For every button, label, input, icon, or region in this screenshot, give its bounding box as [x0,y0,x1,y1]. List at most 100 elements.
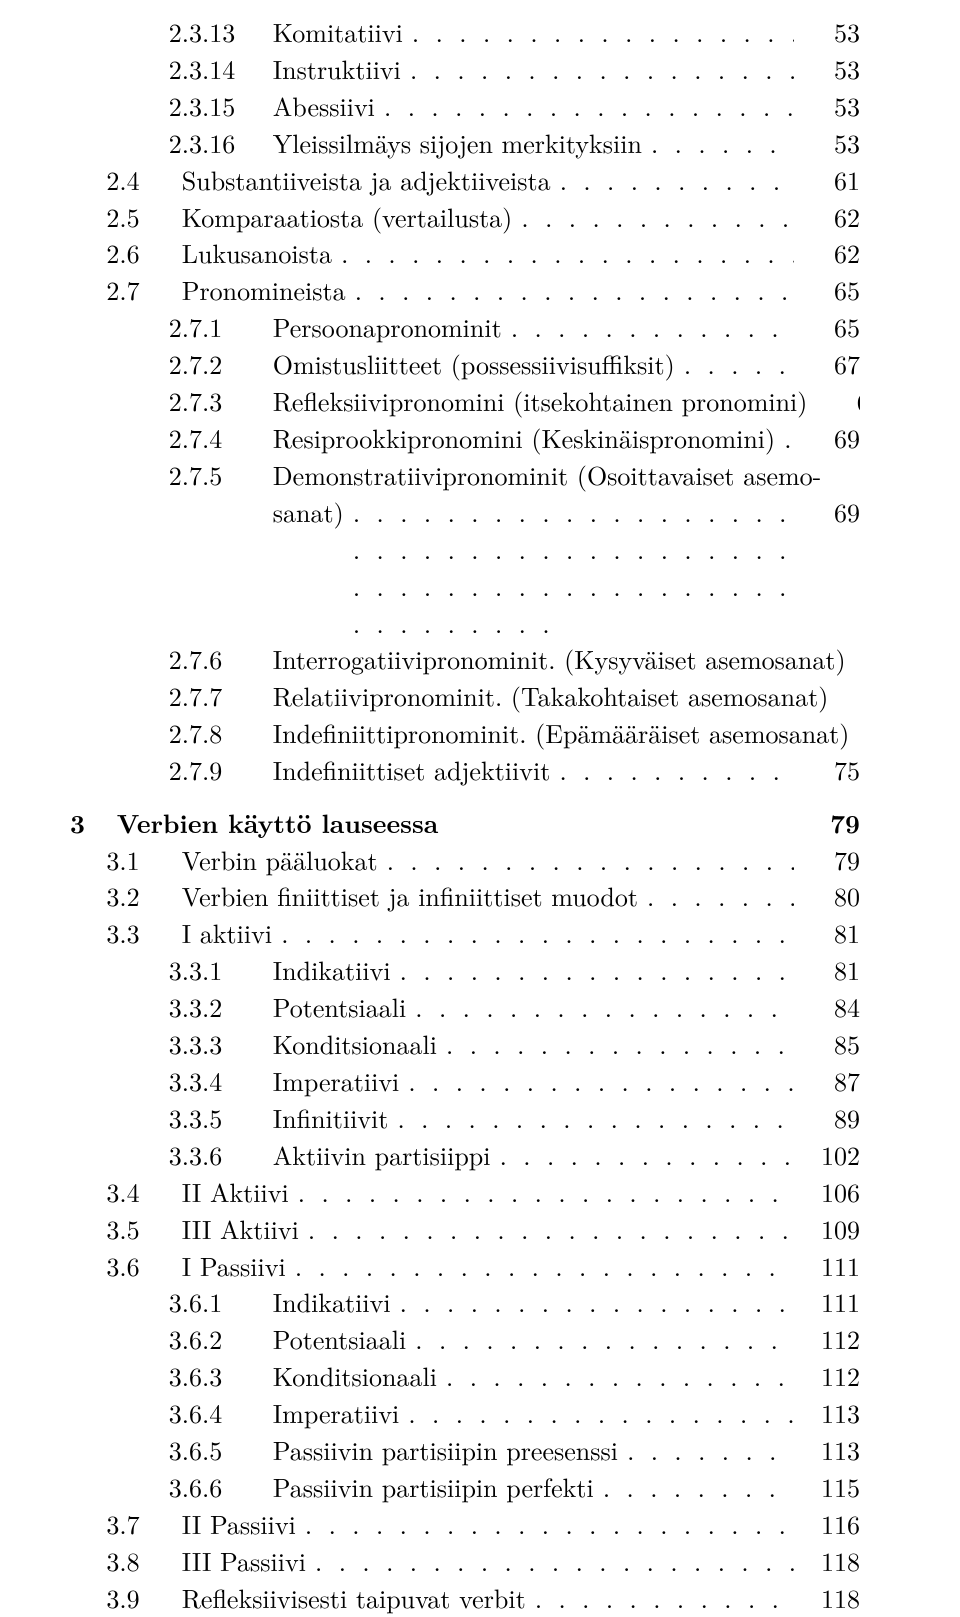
toc-leaders [415,1321,793,1358]
toc-page-number: 116 [803,1506,860,1543]
toc-number: 2.3.15 [169,88,257,125]
toc-entry: 3.3.5Infinitiivit89 [70,1100,860,1137]
toc-leaders [784,420,793,457]
toc-page-number: 62 [803,199,860,236]
toc-entry: 2.7.9Indefiniittiset adjektiivit75 [70,752,860,789]
toc-entry: 2.7.1Persoonapronominit65 [70,309,860,346]
toc-page-number: 79 [803,805,860,842]
toc-page-number: 84 [803,989,860,1026]
toc-entry: 3.4II Aktiivi106 [70,1174,860,1211]
toc-entry: 2.7.6Interrogatiivipronominit. (Kysyväis… [70,641,860,678]
toc-leaders [559,752,793,789]
toc-page: 2.3.13Komitatiivi532.3.14Instruktiivi532… [0,0,960,1525]
toc-number: 3.6 [106,1248,166,1285]
toc-leaders [353,494,794,642]
toc-entry: 3.5III Aktiivi109 [70,1211,860,1248]
toc-page-number: 113 [803,1432,860,1469]
toc-entry: 3.3.6Aktiivin partisiippi102 [70,1137,860,1174]
toc-page-number: 67 [803,346,860,383]
toc-leaders [511,309,794,346]
toc-label: Passiivin partisiipin preesenssi [273,1432,618,1469]
toc-leaders [298,1174,794,1211]
toc-leaders [651,125,794,162]
toc-number: 2.7.2 [169,346,257,383]
toc-label: Persoonapronominit [273,309,502,346]
toc-entry: 3.2Verbien finiittiset ja infiniittiset … [70,878,860,915]
toc-leaders [521,199,793,236]
toc-entry: 2.7.4Resiprookkipronomini (Keskinäispron… [70,420,860,457]
toc-label: Konditsionaali [273,1026,437,1063]
toc-label: Refleksiivisesti taipuvat verbit [182,1580,526,1617]
toc-number: 3.7 [106,1506,166,1543]
toc-leaders [535,1580,794,1617]
toc-entry: 3.3.1Indikatiivi81 [70,952,860,989]
toc-leaders [308,1211,794,1248]
toc-page-number: 79 [803,842,860,879]
toc-leaders [341,235,794,272]
toc-leaders [410,51,794,88]
toc-number: 3.2 [106,878,166,915]
toc-number: 3.4 [106,1174,166,1211]
toc-entry: 3.6.6Passiivin partisiipin perfekti115 [70,1469,860,1506]
toc-entry: 2.7.3Refleksiivipronomini (itsekohtainen… [70,383,860,420]
toc-entry: 3.1Verbin pääluokat79 [70,842,860,879]
toc-label: Indikatiivi [273,1284,391,1321]
toc-page-number: 85 [803,1026,860,1063]
toc-number: 2.6 [106,235,166,272]
toc-page-number: 65 [803,309,860,346]
toc-leaders [627,1432,794,1469]
toc-page-number: 87 [803,1063,860,1100]
toc-entry: 2.3.13Komitatiivi53 [70,14,860,51]
toc-leaders [446,1026,794,1063]
toc-number: 3.6.2 [169,1321,257,1358]
toc-entry: 3.6.1Indikatiivi111 [70,1284,860,1321]
toc-leaders [684,346,794,383]
toc-label: Lukusanoista [182,235,332,272]
toc-leaders [408,1395,793,1432]
toc-entry: 3.3.4Imperatiivi87 [70,1063,860,1100]
toc-number: 3.6.5 [169,1432,257,1469]
toc-leaders [295,1248,794,1285]
toc-leaders [500,1137,794,1174]
toc-entry: 2.7.2 Omistusliitteet (possessiivisuffiks… [70,346,860,383]
toc-label: III Passiivi [182,1543,306,1580]
toc-entry: 2.3.16Yleissilmäys sijojen merkityksiin5… [70,125,860,162]
toc-number: 3 [70,805,101,842]
toc-label: Substantiiveista ja adjektiiveista [182,162,551,199]
toc-number: 2.7.8 [169,715,257,752]
toc-label: II Passiivi [182,1506,296,1543]
toc-label: Abessiivi [273,88,375,125]
toc-entry: 3.8III Passiivi118 [70,1543,860,1580]
toc-entry: 2.5Komparaatiosta (vertailusta)62 [70,199,860,236]
toc-leaders [387,842,794,879]
toc-leaders [400,1284,794,1321]
toc-page-number: 109 [803,1211,860,1248]
toc-leaders [400,952,794,989]
toc-number: 3.3.5 [169,1100,257,1137]
toc-label: Potentsiaali [273,1321,406,1358]
toc-number: 3.3.3 [169,1026,257,1063]
toc-number: 2.4 [106,162,166,199]
toc-page-number: 53 [803,88,860,125]
toc-number: 2.3.13 [169,14,257,51]
toc-leaders [281,915,794,952]
toc-page-number: 53 [803,125,860,162]
toc-number: 2.7 [106,272,166,309]
toc-number: 2.3.14 [169,51,257,88]
toc-label: II Aktiivi [182,1174,289,1211]
toc-page-number: 81 [803,952,860,989]
toc-label: Indefiniittipronominit. (Epämääräiset as… [273,715,850,752]
toc-number: 3.5 [106,1211,166,1248]
toc-entry: 3.6.3Konditsionaali112 [70,1358,860,1395]
toc-number: 2.3.16 [169,125,257,162]
toc-entry: 3.6.5 Passiivin partisiipin preesenssi 113 [70,1432,860,1469]
toc-entry: 2.3.15 Abessiivi 53 [70,88,860,125]
toc-page-number: 118 [803,1543,860,1580]
toc-label: Imperatiivi [273,1395,400,1432]
toc-page-number: 111 [803,1248,860,1285]
toc-entry: 2.3.14Instruktiivi53 [70,51,860,88]
toc-number: 3.6.4 [169,1395,257,1432]
toc-label: Omistusliitteet (possessiivisuffiksit) [273,346,675,383]
toc-label: I Passiivi [182,1248,286,1285]
toc-chapter: 3Verbien käyttö lauseessa79 [70,805,860,842]
